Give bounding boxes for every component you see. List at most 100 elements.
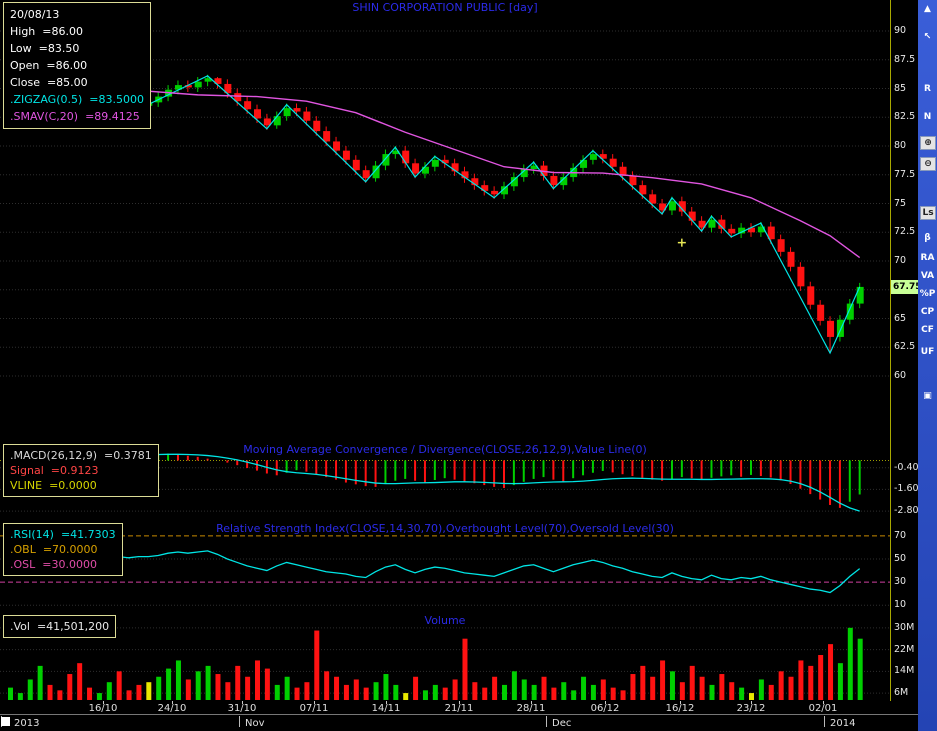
- x-axis-date-label: 06/12: [590, 703, 620, 714]
- y-axis-tick-label: 70: [894, 255, 907, 267]
- macd-panel: Moving Average Convergence / Divergence(…: [0, 442, 918, 522]
- y-axis-tick-label: 30M: [894, 621, 915, 633]
- x-axis-date-label: 23/12: [736, 703, 766, 714]
- y-axis-tick-label: 77.5: [894, 168, 916, 180]
- legend-row: 20/08/13: [10, 8, 60, 21]
- note-tool[interactable]: N: [923, 112, 932, 122]
- legend-row: Low =83.50: [10, 42, 80, 55]
- x-axis-tick: [242, 701, 243, 704]
- y-axis-tick-label: 72.5: [894, 226, 916, 238]
- rsi-title: Relative Strength Index(CLOSE,14,30,70),…: [216, 522, 674, 535]
- price-chart-panel: SHIN CORPORATION PUBLIC [day] 90 87.5 85 82…: [0, 0, 918, 443]
- x-axis-tick: [605, 701, 606, 704]
- right-toolbar: ▲ ↖ R N ⊕ ⊖ Ls β RA VA %P CP CF UF ▣: [918, 0, 937, 731]
- x-axis-tick: [459, 701, 460, 704]
- x-axis-month-tick: [546, 716, 547, 727]
- y-axis-tick-label: 90: [894, 25, 907, 37]
- legend-row: .ZIGZAG(0.5) =83.5000: [10, 93, 144, 106]
- zoom-in-tool[interactable]: ⊕: [920, 136, 936, 150]
- legend-row: .MACD(26,12,9) =0.3781: [10, 449, 152, 462]
- legend-row: Close =85.00: [10, 76, 88, 89]
- date-axis: 16/10 24/10 31/10 07/11 14/11 21/11 28/11 06/12…: [0, 701, 918, 714]
- beta-indicator-tool[interactable]: β: [924, 233, 931, 243]
- zoom-out-tool[interactable]: ⊖: [920, 157, 936, 171]
- y-axis-tick-label: 50: [894, 552, 907, 564]
- refresh-tool[interactable]: R: [924, 84, 931, 94]
- y-axis-tick-label: 75: [894, 197, 907, 209]
- y-axis-tick-label: 70: [894, 529, 907, 541]
- y-axis-tick-label: 80: [894, 140, 907, 152]
- x-axis-date-label: 24/10: [157, 703, 187, 714]
- ra-indicator-tool[interactable]: RA: [920, 253, 935, 263]
- y-axis-tick-label: 22M: [894, 643, 915, 655]
- y-axis-tick-label: -1.60: [894, 483, 918, 495]
- cp-indicator-tool[interactable]: CP: [920, 307, 935, 317]
- price-axis[interactable]: 9087.58582.58077.57572.57067.56562.56067…: [890, 0, 918, 442]
- volume-legend-box[interactable]: .Vol =41,501,200: [3, 615, 117, 638]
- y-axis-tick-label: 6M: [894, 687, 909, 699]
- x-axis-tick: [386, 701, 387, 704]
- x-axis-date-label: 16/10: [88, 703, 118, 714]
- x-axis-month-label: Nov: [245, 718, 265, 729]
- x-axis-date-label: 31/10: [227, 703, 257, 714]
- pointer-tool[interactable]: ↖: [923, 32, 932, 42]
- volume-title: Volume: [424, 614, 466, 627]
- x-axis-month-tick: [239, 716, 240, 727]
- cross-marker: [677, 238, 686, 247]
- legend-row: .SMAV(C,20) =89.4125: [10, 110, 140, 123]
- x-axis-date-label: 16/12: [665, 703, 695, 714]
- x-axis-tick: [531, 701, 532, 704]
- y-axis-tick-label: 62.5: [894, 341, 916, 353]
- legend-row: .OSL =30.0000: [10, 558, 97, 571]
- macd-legend-box[interactable]: .MACD(26,12,9) =0.3781 Signal =0.9123 VLIN…: [3, 444, 159, 497]
- chart-title: SHIN CORPORATION PUBLIC [day]: [352, 1, 538, 14]
- volume-bars: [8, 627, 863, 700]
- y-axis-tick-label: 82.5: [894, 111, 916, 123]
- volume-chart-canvas[interactable]: [0, 613, 890, 700]
- rsi-axis[interactable]: 70 50 30 10: [890, 521, 918, 613]
- line-study-tool[interactable]: Ls: [920, 206, 936, 220]
- x-axis-tick: [823, 701, 824, 704]
- x-axis-date-label: 14/11: [371, 703, 401, 714]
- x-axis-month-label: Dec: [552, 718, 572, 729]
- y-axis-tick-label: 30: [894, 576, 907, 588]
- legend-row: .OBL =70.0000: [10, 543, 98, 556]
- rsi-chart-canvas[interactable]: [0, 521, 890, 612]
- legend-row: High =86.00: [10, 25, 83, 38]
- corner-grip[interactable]: [1, 717, 10, 726]
- macd-title: Moving Average Convergence / Divergence(…: [243, 443, 647, 456]
- x-axis-date-label: 07/11: [299, 703, 329, 714]
- volume-axis[interactable]: 30M 22M 14M 6M: [890, 613, 918, 701]
- x-axis-date-label: 28/11: [516, 703, 546, 714]
- rsi-legend-box[interactable]: .RSI(14) =41.7303 .OBL =70.0000 .OSL =30.0…: [3, 523, 123, 576]
- cf-indicator-tool[interactable]: CF: [921, 325, 934, 335]
- volume-panel: Volume 30M 22M 14M 6M .Vol =41,501,200: [0, 613, 918, 702]
- legend-row: Open =86.00: [10, 59, 88, 72]
- x-axis-month-label: 2014: [830, 718, 856, 729]
- x-axis-tick: [314, 701, 315, 704]
- y-axis-tick-label: 87.5: [894, 53, 916, 65]
- scroll-up-arrow[interactable]: ▲: [924, 4, 931, 14]
- percent-p-indicator-tool[interactable]: %P: [919, 289, 936, 299]
- price-legend-box[interactable]: 20/08/13 High =86.00 Low =83.50 Open =86.00…: [3, 2, 151, 129]
- rsi-panel: Relative Strength Index(CLOSE,14,30,70),…: [0, 521, 918, 614]
- page-tool[interactable]: ▣: [923, 391, 932, 401]
- uf-indicator-tool[interactable]: UF: [920, 347, 935, 357]
- y-axis-tick-label: 85: [894, 82, 907, 94]
- y-axis-tick-label: 10: [894, 599, 907, 611]
- va-indicator-tool[interactable]: VA: [920, 271, 935, 281]
- x-axis-date-label: 21/11: [444, 703, 474, 714]
- x-axis-month-label: 2013: [14, 718, 40, 729]
- sma-line: [9, 80, 861, 259]
- legend-row: .RSI(14) =41.7303: [10, 528, 116, 541]
- x-axis-tick: [172, 701, 173, 704]
- x-axis-date-label: 02/01: [808, 703, 838, 714]
- x-axis-tick: [751, 701, 752, 704]
- macd-axis[interactable]: -0.40 -1.60 -2.80: [890, 442, 918, 521]
- x-axis-tick: [680, 701, 681, 704]
- y-axis-tick-label: 60: [894, 370, 907, 382]
- y-axis-tick-label: -0.40: [894, 461, 918, 473]
- y-axis-tick-label: 14M: [894, 665, 915, 677]
- legend-row: .Vol =41,501,200: [10, 620, 110, 633]
